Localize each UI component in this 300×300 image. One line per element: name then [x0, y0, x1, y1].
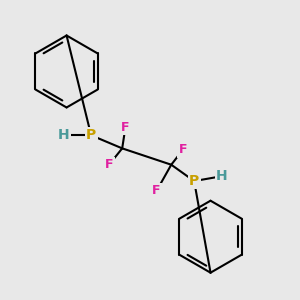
Text: P: P [189, 174, 199, 188]
Text: F: F [152, 184, 161, 197]
Text: H: H [58, 128, 69, 142]
Text: F: F [121, 121, 130, 134]
Text: P: P [86, 128, 96, 142]
Text: F: F [178, 143, 187, 157]
Text: F: F [105, 158, 113, 171]
Text: H: H [216, 169, 228, 183]
